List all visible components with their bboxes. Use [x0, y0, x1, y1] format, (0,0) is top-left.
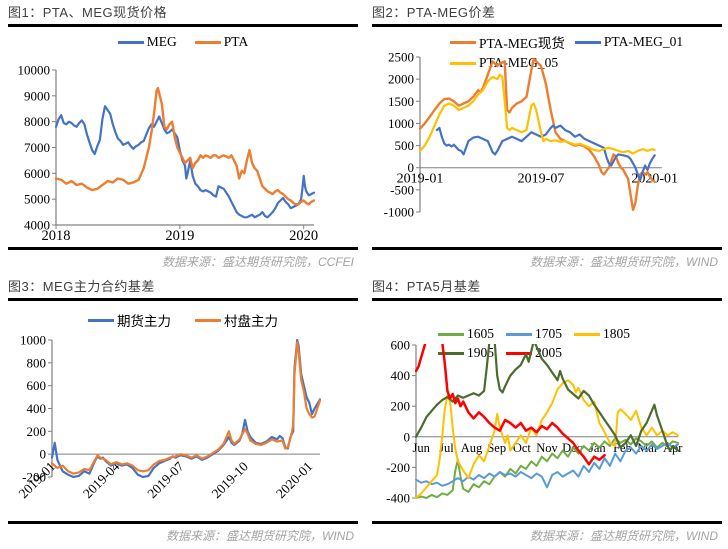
chart3-source-block: 数据来源：盛达期货研究院，WIND: [8, 519, 358, 544]
chart3-bottom-rule: [8, 521, 358, 524]
svg-text:1500: 1500: [388, 94, 414, 109]
panel-chart1: 图1：PTA、MEG现货价格 MEG PTA 4000 5000 6000 7000 80…: [0, 0, 364, 274]
svg-text:10000: 10000: [18, 63, 51, 78]
panel-chart3: 图3：MEG主力合约基差 期货主力 村盘主力 -200 0 200 400 600 800 1…: [0, 274, 364, 549]
chart4-source: 数据来源：盛达期货研究院，WIND: [530, 529, 718, 543]
svg-text:200: 200: [391, 399, 411, 414]
svg-text:200: 200: [27, 424, 47, 439]
chart4-canvas: 1605 1705 1805 1905 2005 -400 -200 0 200 400 600 J…: [372, 302, 722, 519]
chart3-source: 数据来源：盛达期货研究院，WIND: [166, 529, 354, 543]
svg-text:2500: 2500: [388, 50, 414, 65]
chart1-bottom-rule: [8, 247, 358, 250]
panel-chart2: 图2：PTA-MEG价差 PTA-MEG现货 PTA-MEG_01 PTA-MEG_…: [364, 0, 728, 274]
svg-text:2019-10: 2019-10: [209, 459, 252, 502]
svg-text:2020-01: 2020-01: [631, 172, 678, 187]
svg-text:2020: 2020: [289, 228, 318, 244]
svg-text:-500: -500: [390, 182, 414, 197]
svg-text:Feb: Feb: [613, 441, 632, 455]
chart2-source-block: 数据来源：盛达期货研究院，WIND: [372, 245, 722, 270]
svg-text:Aug: Aug: [461, 441, 483, 455]
svg-text:-1000: -1000: [384, 205, 414, 220]
svg-text:2020-01: 2020-01: [273, 459, 315, 501]
svg-text:600: 600: [391, 338, 411, 353]
svg-text:0: 0: [404, 429, 411, 444]
chart1-top-rule: [8, 24, 358, 27]
svg-text:1000: 1000: [20, 333, 46, 348]
svg-text:1000: 1000: [388, 116, 414, 131]
chart4-title: 图4：PTA5月基差: [372, 279, 481, 294]
chart1-canvas: MEG PTA 4000 5000 6000 7000 8000 9000 10000 2018…: [8, 28, 358, 245]
svg-text:Jul: Jul: [439, 441, 454, 455]
svg-text:Oct: Oct: [513, 441, 532, 455]
svg-text:2000: 2000: [388, 72, 414, 87]
chart2-top-rule: [372, 24, 722, 27]
chart3-top-rule: [8, 298, 358, 301]
svg-text:7000: 7000: [24, 140, 50, 155]
svg-text:500: 500: [395, 138, 415, 153]
chart2-source: 数据来源：盛达期货研究院，WIND: [530, 255, 718, 269]
svg-text:2018: 2018: [42, 228, 71, 244]
chart4-source-block: 数据来源：盛达期货研究院，WIND: [372, 519, 722, 544]
svg-text:5000: 5000: [24, 192, 50, 207]
svg-text:400: 400: [27, 401, 47, 416]
svg-text:Jun: Jun: [413, 441, 431, 455]
svg-text:2019: 2019: [165, 228, 194, 244]
svg-text:9000: 9000: [24, 88, 50, 103]
svg-text:6000: 6000: [24, 166, 50, 181]
chart3-canvas: 期货主力 村盘主力 -200 0 200 400 600 800 1000 2019-01 201…: [8, 302, 358, 519]
svg-text:4000: 4000: [24, 218, 50, 233]
svg-text:0: 0: [408, 160, 415, 175]
svg-text:8000: 8000: [24, 114, 50, 129]
svg-text:2019-07: 2019-07: [518, 172, 565, 187]
svg-text:Sep: Sep: [487, 441, 506, 455]
svg-text:2019-01: 2019-01: [397, 172, 444, 187]
svg-text:2019-07: 2019-07: [144, 459, 187, 502]
chart2-title: 图2：PTA-MEG价差: [372, 5, 496, 20]
svg-text:400: 400: [391, 368, 411, 383]
chart1-source: 数据来源：盛达期货研究院，CCFEI: [161, 255, 354, 269]
chart3-title: 图3：MEG主力合约基差: [8, 279, 155, 294]
svg-text:800: 800: [27, 355, 47, 370]
chart2-bottom-rule: [372, 247, 722, 250]
chart1-title: 图1：PTA、MEG现货价格: [8, 5, 168, 20]
svg-text:Nov: Nov: [536, 441, 558, 455]
svg-text:600: 600: [27, 378, 47, 393]
chart4-top-rule: [372, 298, 722, 301]
svg-text:-200: -200: [386, 460, 410, 475]
svg-text:-200: -200: [22, 470, 46, 485]
chart1-source-block: 数据来源：盛达期货研究院，CCFEI: [8, 245, 358, 270]
svg-text:-400: -400: [386, 491, 410, 506]
chart2-canvas: PTA-MEG现货 PTA-MEG_01 PTA-MEG_05 -1000 -500 0…: [372, 28, 722, 245]
svg-text:2019-04: 2019-04: [80, 459, 123, 502]
panel-chart4: 图4：PTA5月基差 1605 1705 1805 1905 2005 -400 -200…: [364, 274, 728, 549]
chart4-bottom-rule: [372, 521, 722, 524]
svg-text:0: 0: [40, 447, 47, 462]
